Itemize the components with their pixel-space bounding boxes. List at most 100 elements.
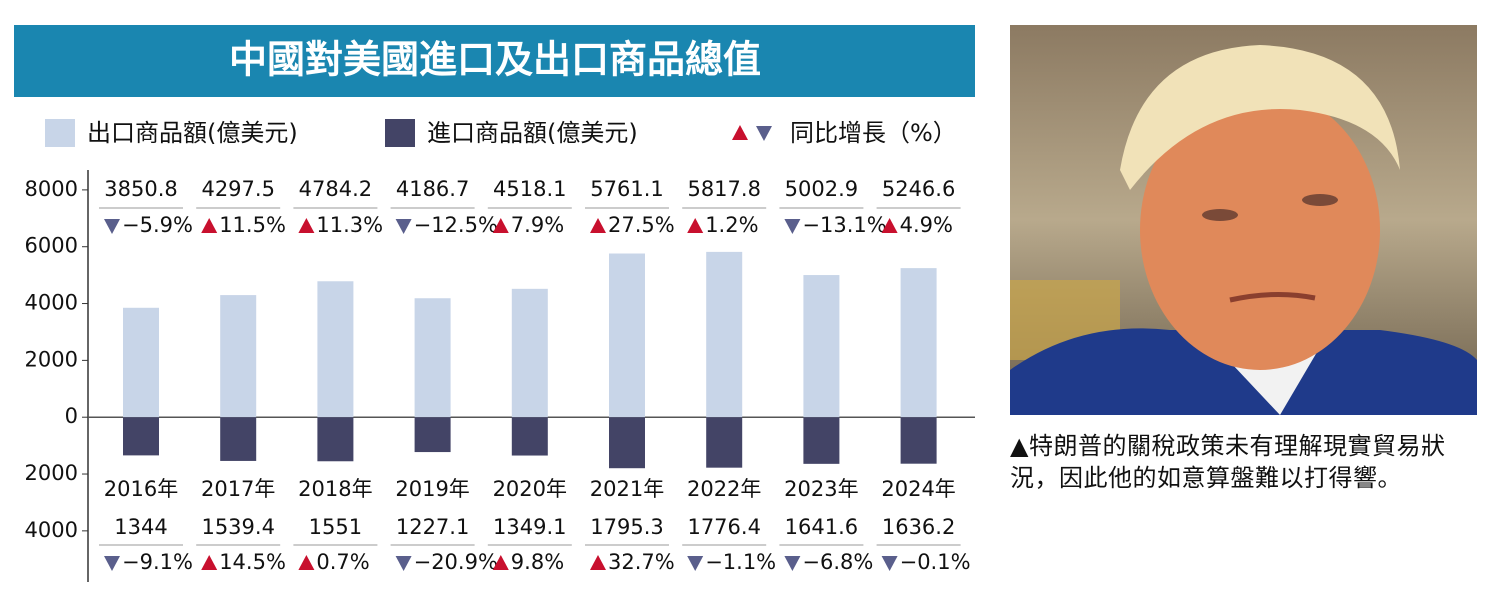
value-label: 1349.1 — [493, 515, 566, 539]
growth-arrow — [784, 219, 801, 234]
y-tick-label: 6000 — [25, 234, 78, 258]
growth-arrow — [784, 556, 801, 571]
growth-arrow — [201, 555, 218, 570]
growth-label: −1.1% — [705, 550, 776, 574]
x-tick-label: 2017年 — [201, 477, 275, 501]
value-label: 1636.2 — [882, 515, 955, 539]
growth-label: 14.5% — [219, 550, 286, 574]
bar — [706, 417, 743, 468]
legend-swatch — [385, 119, 415, 147]
value-label: 1776.4 — [687, 515, 760, 539]
growth-label: 11.3% — [316, 213, 383, 237]
legend-swatch — [45, 119, 75, 147]
growth-arrow — [104, 219, 120, 234]
growth-arrow — [492, 555, 509, 570]
value-label: 1539.4 — [201, 515, 274, 539]
growth-arrow — [590, 218, 606, 233]
bar — [414, 298, 451, 418]
growth-arrow — [492, 218, 509, 233]
growth-arrow — [687, 218, 704, 233]
value-label: 4518.1 — [493, 177, 566, 201]
bar — [123, 307, 159, 418]
x-tick-label: 2023年 — [784, 477, 858, 501]
growth-arrow — [298, 555, 315, 570]
growth-label: −5.9% — [122, 213, 193, 237]
growth-arrow — [687, 556, 704, 571]
value-label: 1641.6 — [785, 515, 858, 539]
photo-caption: ▲特朗普的關稅政策未有理解現實貿易狀況，因此他的如意算盤難以打得響。 — [1010, 432, 1446, 492]
growth-arrow — [881, 218, 898, 233]
growth-arrow — [395, 219, 412, 234]
bar — [609, 253, 645, 418]
legend-label: 同比增長（%） — [790, 119, 957, 147]
bar — [803, 275, 840, 418]
value-label: 4784.2 — [299, 177, 372, 201]
growth-arrow — [298, 218, 315, 233]
growth-arrow — [756, 126, 772, 141]
x-tick-label: 2018年 — [298, 477, 372, 501]
value-label: 1551 — [309, 515, 362, 539]
title-banner — [14, 25, 975, 97]
growth-label: 1.2% — [705, 213, 758, 237]
bar — [220, 295, 257, 418]
growth-label: −20.9% — [414, 550, 498, 574]
growth-label: 7.9% — [511, 213, 564, 237]
bar — [317, 417, 354, 462]
growth-label: −6.8% — [802, 550, 873, 574]
value-label: 3850.8 — [104, 177, 177, 201]
bar — [706, 251, 743, 418]
y-tick-label: 0 — [65, 404, 78, 428]
growth-label: 9.8% — [511, 550, 564, 574]
y-tick-label: 2000 — [25, 461, 78, 485]
growth-label: −9.1% — [122, 550, 193, 574]
growth-label: −13.1% — [802, 213, 886, 237]
growth-arrow — [395, 556, 412, 571]
value-label: 1227.1 — [396, 515, 469, 539]
growth-arrow — [732, 125, 748, 140]
growth-arrow — [881, 556, 898, 571]
value-label: 5002.9 — [785, 177, 858, 201]
growth-label: 11.5% — [219, 213, 286, 237]
bar — [609, 417, 645, 469]
y-tick-label: 4000 — [25, 518, 78, 542]
bar — [900, 268, 937, 418]
value-label: 4297.5 — [201, 177, 274, 201]
bar — [900, 417, 937, 464]
x-tick-label: 2021年 — [590, 477, 664, 501]
bar — [317, 281, 354, 418]
growth-label: 32.7% — [608, 550, 675, 574]
value-label: 5761.1 — [590, 177, 663, 201]
value-label: 5817.8 — [687, 177, 760, 201]
value-label: 4186.7 — [396, 177, 469, 201]
legend-label: 進口商品額(億美元) — [427, 119, 638, 147]
x-tick-label: 2022年 — [687, 477, 761, 501]
value-label: 1344 — [114, 515, 167, 539]
legend-label: 出口商品額(億美元) — [87, 119, 298, 147]
bar — [511, 417, 548, 456]
y-tick-label: 2000 — [25, 347, 78, 371]
bar — [123, 417, 159, 456]
bar — [414, 417, 451, 453]
x-tick-label: 2016年 — [104, 477, 178, 501]
x-tick-label: 2020年 — [493, 477, 567, 501]
growth-label: 0.7% — [316, 550, 369, 574]
bar — [803, 417, 840, 464]
value-label: 1795.3 — [590, 515, 663, 539]
growth-label: 4.9% — [900, 213, 953, 237]
x-tick-label: 2019年 — [395, 477, 469, 501]
growth-arrow — [590, 555, 606, 570]
growth-arrow — [104, 556, 120, 571]
growth-label: −0.1% — [900, 550, 971, 574]
bar — [511, 288, 548, 418]
growth-label: 27.5% — [608, 213, 675, 237]
y-tick-label: 4000 — [25, 291, 78, 315]
x-tick-label: 2024年 — [881, 477, 955, 501]
value-label: 5246.6 — [882, 177, 955, 201]
y-tick-label: 8000 — [25, 177, 78, 201]
chart-title: 中國對美國進口及出口商品總值 — [229, 38, 761, 82]
growth-label: −12.5% — [414, 213, 498, 237]
photo — [1010, 25, 1477, 415]
growth-arrow — [201, 218, 218, 233]
